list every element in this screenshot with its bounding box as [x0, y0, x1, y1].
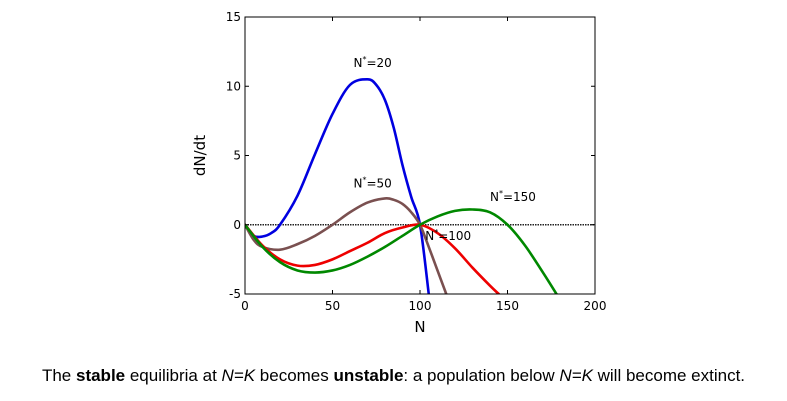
- series-label-value: =50: [366, 176, 391, 190]
- caption-nk-2: N=K: [559, 366, 593, 385]
- series-label-1: N*=50: [354, 175, 392, 190]
- series-group: [245, 78, 558, 294]
- series-line-2: [245, 223, 501, 294]
- series-label-sup: *: [434, 228, 438, 237]
- x-tick-label: 0: [241, 299, 249, 313]
- series-line-1: [245, 197, 448, 294]
- series-label-value: =20: [366, 56, 391, 70]
- series-label-symbol: N: [354, 176, 363, 190]
- caption-text-5: will become extinct.: [592, 366, 746, 385]
- x-tick-label: 50: [325, 299, 340, 313]
- caption-text-2: equilibria at: [125, 366, 222, 385]
- series-label-sup: *: [499, 189, 503, 198]
- series-label-value: =100: [438, 229, 471, 243]
- series-label-value: =150: [503, 190, 536, 204]
- y-tick-label: -5: [229, 287, 241, 301]
- series-label-symbol: N: [354, 56, 363, 70]
- caption-nk-1: N=K: [221, 366, 256, 385]
- series-line-0: [245, 78, 431, 294]
- series-label-sup: *: [362, 175, 366, 184]
- caption-text-4: : a population below: [403, 366, 560, 385]
- caption: The stable equilibria at N=K becomes uns…: [0, 366, 787, 386]
- series-label-0: N*=20: [354, 55, 392, 70]
- x-axis-label: N: [414, 318, 425, 336]
- y-axis-label: dN/dt: [191, 135, 209, 176]
- y-tick-label: 5: [233, 149, 241, 163]
- caption-text-1: The: [41, 366, 76, 385]
- series-label-3: N*=150: [490, 189, 536, 204]
- series-line-3: [245, 208, 558, 294]
- series-label-symbol: N: [425, 229, 434, 243]
- y-tick-label: 15: [226, 10, 241, 24]
- chart-figure: 0 50 100 150 200-5051015NdN/dtN*=20N*=50N*=1…: [191, 10, 606, 336]
- x-tick-label: 150: [496, 299, 519, 313]
- axes-box: [244, 16, 596, 295]
- plot-area: 0 50 100 150 200-5051015NdN/dtN*=20N*=50N*=1…: [191, 10, 606, 336]
- y-tick-label: 10: [226, 79, 241, 93]
- y-tick-label: 0: [233, 218, 241, 232]
- series-label-symbol: N: [490, 190, 499, 204]
- series-label-sup: *: [362, 55, 366, 64]
- x-tick-label: 100: [409, 299, 432, 313]
- x-tick-label: 200: [584, 299, 607, 313]
- caption-unstable: unstable: [333, 366, 404, 385]
- caption-text-3: becomes: [255, 366, 334, 385]
- caption-stable: stable: [75, 366, 126, 385]
- series-label-2: N*=100: [425, 228, 471, 243]
